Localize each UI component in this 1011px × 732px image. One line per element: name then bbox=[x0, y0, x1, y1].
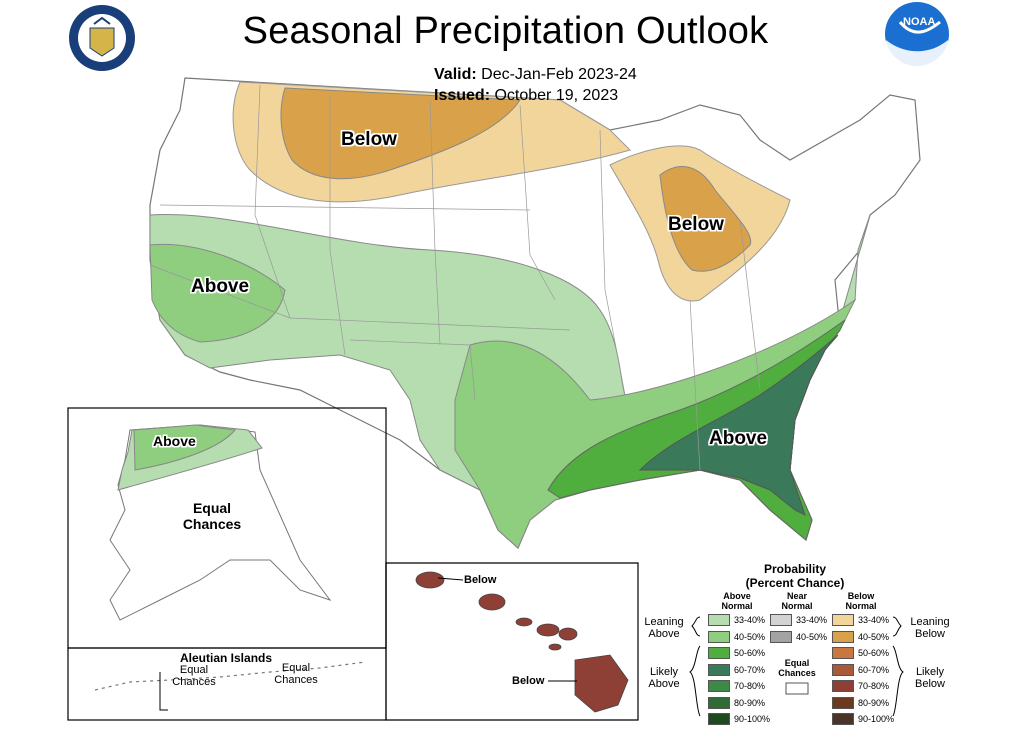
legend-above-swatch bbox=[708, 614, 730, 626]
legend-above-label: 80-90% bbox=[734, 697, 766, 708]
legend-below-row: 70-80% bbox=[832, 680, 889, 692]
legend-below-swatch bbox=[832, 696, 854, 709]
below-40-north bbox=[280, 87, 521, 180]
west-above-label: Above bbox=[191, 276, 250, 297]
legend-above-label: 50-60% bbox=[734, 648, 766, 658]
valid-line: Valid: Dec-Jan-Feb 2023-24 bbox=[434, 66, 637, 84]
legend-below-label: 33-40% bbox=[858, 615, 890, 625]
legend-below-label: 90-100% bbox=[858, 714, 895, 724]
legend-above-label: 33-40% bbox=[734, 615, 766, 625]
legend-col-near: Near Normal bbox=[781, 591, 813, 611]
north-below-label: Below bbox=[341, 129, 397, 150]
legend-above-label: 40-50% bbox=[734, 631, 766, 642]
above-40-california bbox=[149, 243, 286, 343]
southeast-above-label: Above bbox=[709, 428, 768, 449]
legend-below-label: 50-60% bbox=[858, 648, 890, 658]
legend-near-swatch bbox=[770, 614, 792, 626]
great-lakes-below-label: Below bbox=[668, 214, 724, 235]
legend-leaning-below: Leaning Below bbox=[910, 616, 950, 640]
noaa-logo bbox=[885, 2, 949, 68]
legend-below-row: 80-90% bbox=[832, 696, 890, 709]
legend-below-row: 60-70% bbox=[832, 663, 890, 676]
legend-title: Probability bbox=[763, 562, 826, 576]
legend-above-label: 90-100% bbox=[734, 714, 771, 724]
issued-line: Issued: October 19, 2023 bbox=[434, 87, 618, 105]
dateline-marker bbox=[159, 672, 168, 711]
above-60-southeast bbox=[638, 334, 839, 516]
legend-above-swatch bbox=[708, 647, 730, 659]
legend-below-swatch bbox=[832, 614, 854, 626]
legend-above-swatch bbox=[708, 713, 730, 725]
issued-label: Issued: bbox=[434, 87, 491, 104]
legend-col-above: Above Normal bbox=[721, 591, 753, 611]
legend-above-label: 70-80% bbox=[734, 681, 766, 691]
legend-likely-below: Likely Below bbox=[915, 666, 945, 690]
legend-subtitle: (Percent Chance) bbox=[745, 576, 845, 590]
aleutian-equal-1: Equal Chances bbox=[172, 664, 216, 688]
legend-above-row: 40-50% bbox=[708, 630, 766, 643]
legend-near-swatch bbox=[770, 630, 792, 643]
valid-value: Dec-Jan-Feb 2023-24 bbox=[481, 66, 637, 83]
legend-below-row: 50-60% bbox=[832, 647, 889, 659]
department-of-commerce-seal bbox=[69, 5, 135, 71]
hawaii-below-1: Below bbox=[464, 574, 497, 586]
legend-near-label: 40-50% bbox=[796, 631, 828, 642]
legend-equal-chances: Equal Chances bbox=[778, 658, 816, 678]
legend-above-row: 90-100% bbox=[708, 713, 770, 725]
legend-near-row: 40-50% bbox=[770, 630, 828, 643]
legend-col-below: Below Normal bbox=[845, 591, 877, 611]
legend-below-label: 80-90% bbox=[858, 697, 890, 708]
issued-value: October 19, 2023 bbox=[494, 87, 619, 104]
legend-above-row: 50-60% bbox=[708, 647, 765, 659]
legend-below-swatch bbox=[832, 647, 854, 659]
hawaii-below-2: Below bbox=[512, 675, 545, 687]
legend-brackets bbox=[689, 616, 904, 717]
legend-near-label: 33-40% bbox=[796, 615, 828, 625]
legend-below-row: 90-100% bbox=[832, 713, 894, 725]
page-title: Seasonal Precipitation Outlook bbox=[242, 10, 769, 52]
legend-below-label: 40-50% bbox=[858, 631, 890, 642]
aleutian-islands bbox=[94, 661, 366, 691]
hawaii-islands bbox=[415, 571, 629, 713]
legend-below-label: 60-70% bbox=[858, 664, 890, 675]
legend-above-swatch bbox=[708, 630, 730, 643]
alaska-above-label: Above bbox=[153, 433, 196, 449]
hawaii-inset-frame bbox=[385, 562, 639, 721]
equal-chances-swatch bbox=[785, 682, 809, 695]
legend-above-row: 60-70% bbox=[708, 663, 766, 676]
below-40-michigan bbox=[659, 166, 752, 272]
legend-near-row: 33-40% bbox=[770, 614, 827, 626]
alaska-above-40 bbox=[133, 424, 236, 471]
legend-leaning-above: Leaning Above bbox=[644, 616, 684, 640]
alaska-equal-label: Equal Chances bbox=[182, 500, 242, 532]
legend-below-swatch bbox=[832, 680, 854, 692]
hawaii-pointer-1 bbox=[437, 577, 464, 581]
valid-label: Valid: bbox=[434, 66, 477, 83]
state-lines bbox=[149, 84, 761, 471]
aleutian-equal-2: Equal Chances bbox=[274, 662, 318, 686]
aleutian-title: Aleutian Islands bbox=[180, 651, 273, 665]
legend-above-swatch bbox=[708, 663, 730, 676]
legend-below-row: 33-40% bbox=[832, 614, 889, 626]
legend-below-swatch bbox=[832, 663, 854, 676]
legend-above-swatch bbox=[708, 696, 730, 709]
legend-below-row: 40-50% bbox=[832, 630, 890, 643]
legend-above-label: 60-70% bbox=[734, 664, 766, 675]
legend-above-row: 70-80% bbox=[708, 680, 765, 692]
legend-likely-above: Likely Above bbox=[648, 666, 680, 690]
legend-above-row: 33-40% bbox=[708, 614, 765, 626]
legend-above-row: 80-90% bbox=[708, 696, 766, 709]
noaa-logo-text: NOAA bbox=[903, 16, 936, 28]
legend-below-swatch bbox=[832, 713, 854, 725]
legend-below-swatch bbox=[832, 630, 854, 643]
legend-above-swatch bbox=[708, 680, 730, 692]
legend-below-label: 70-80% bbox=[858, 681, 890, 691]
